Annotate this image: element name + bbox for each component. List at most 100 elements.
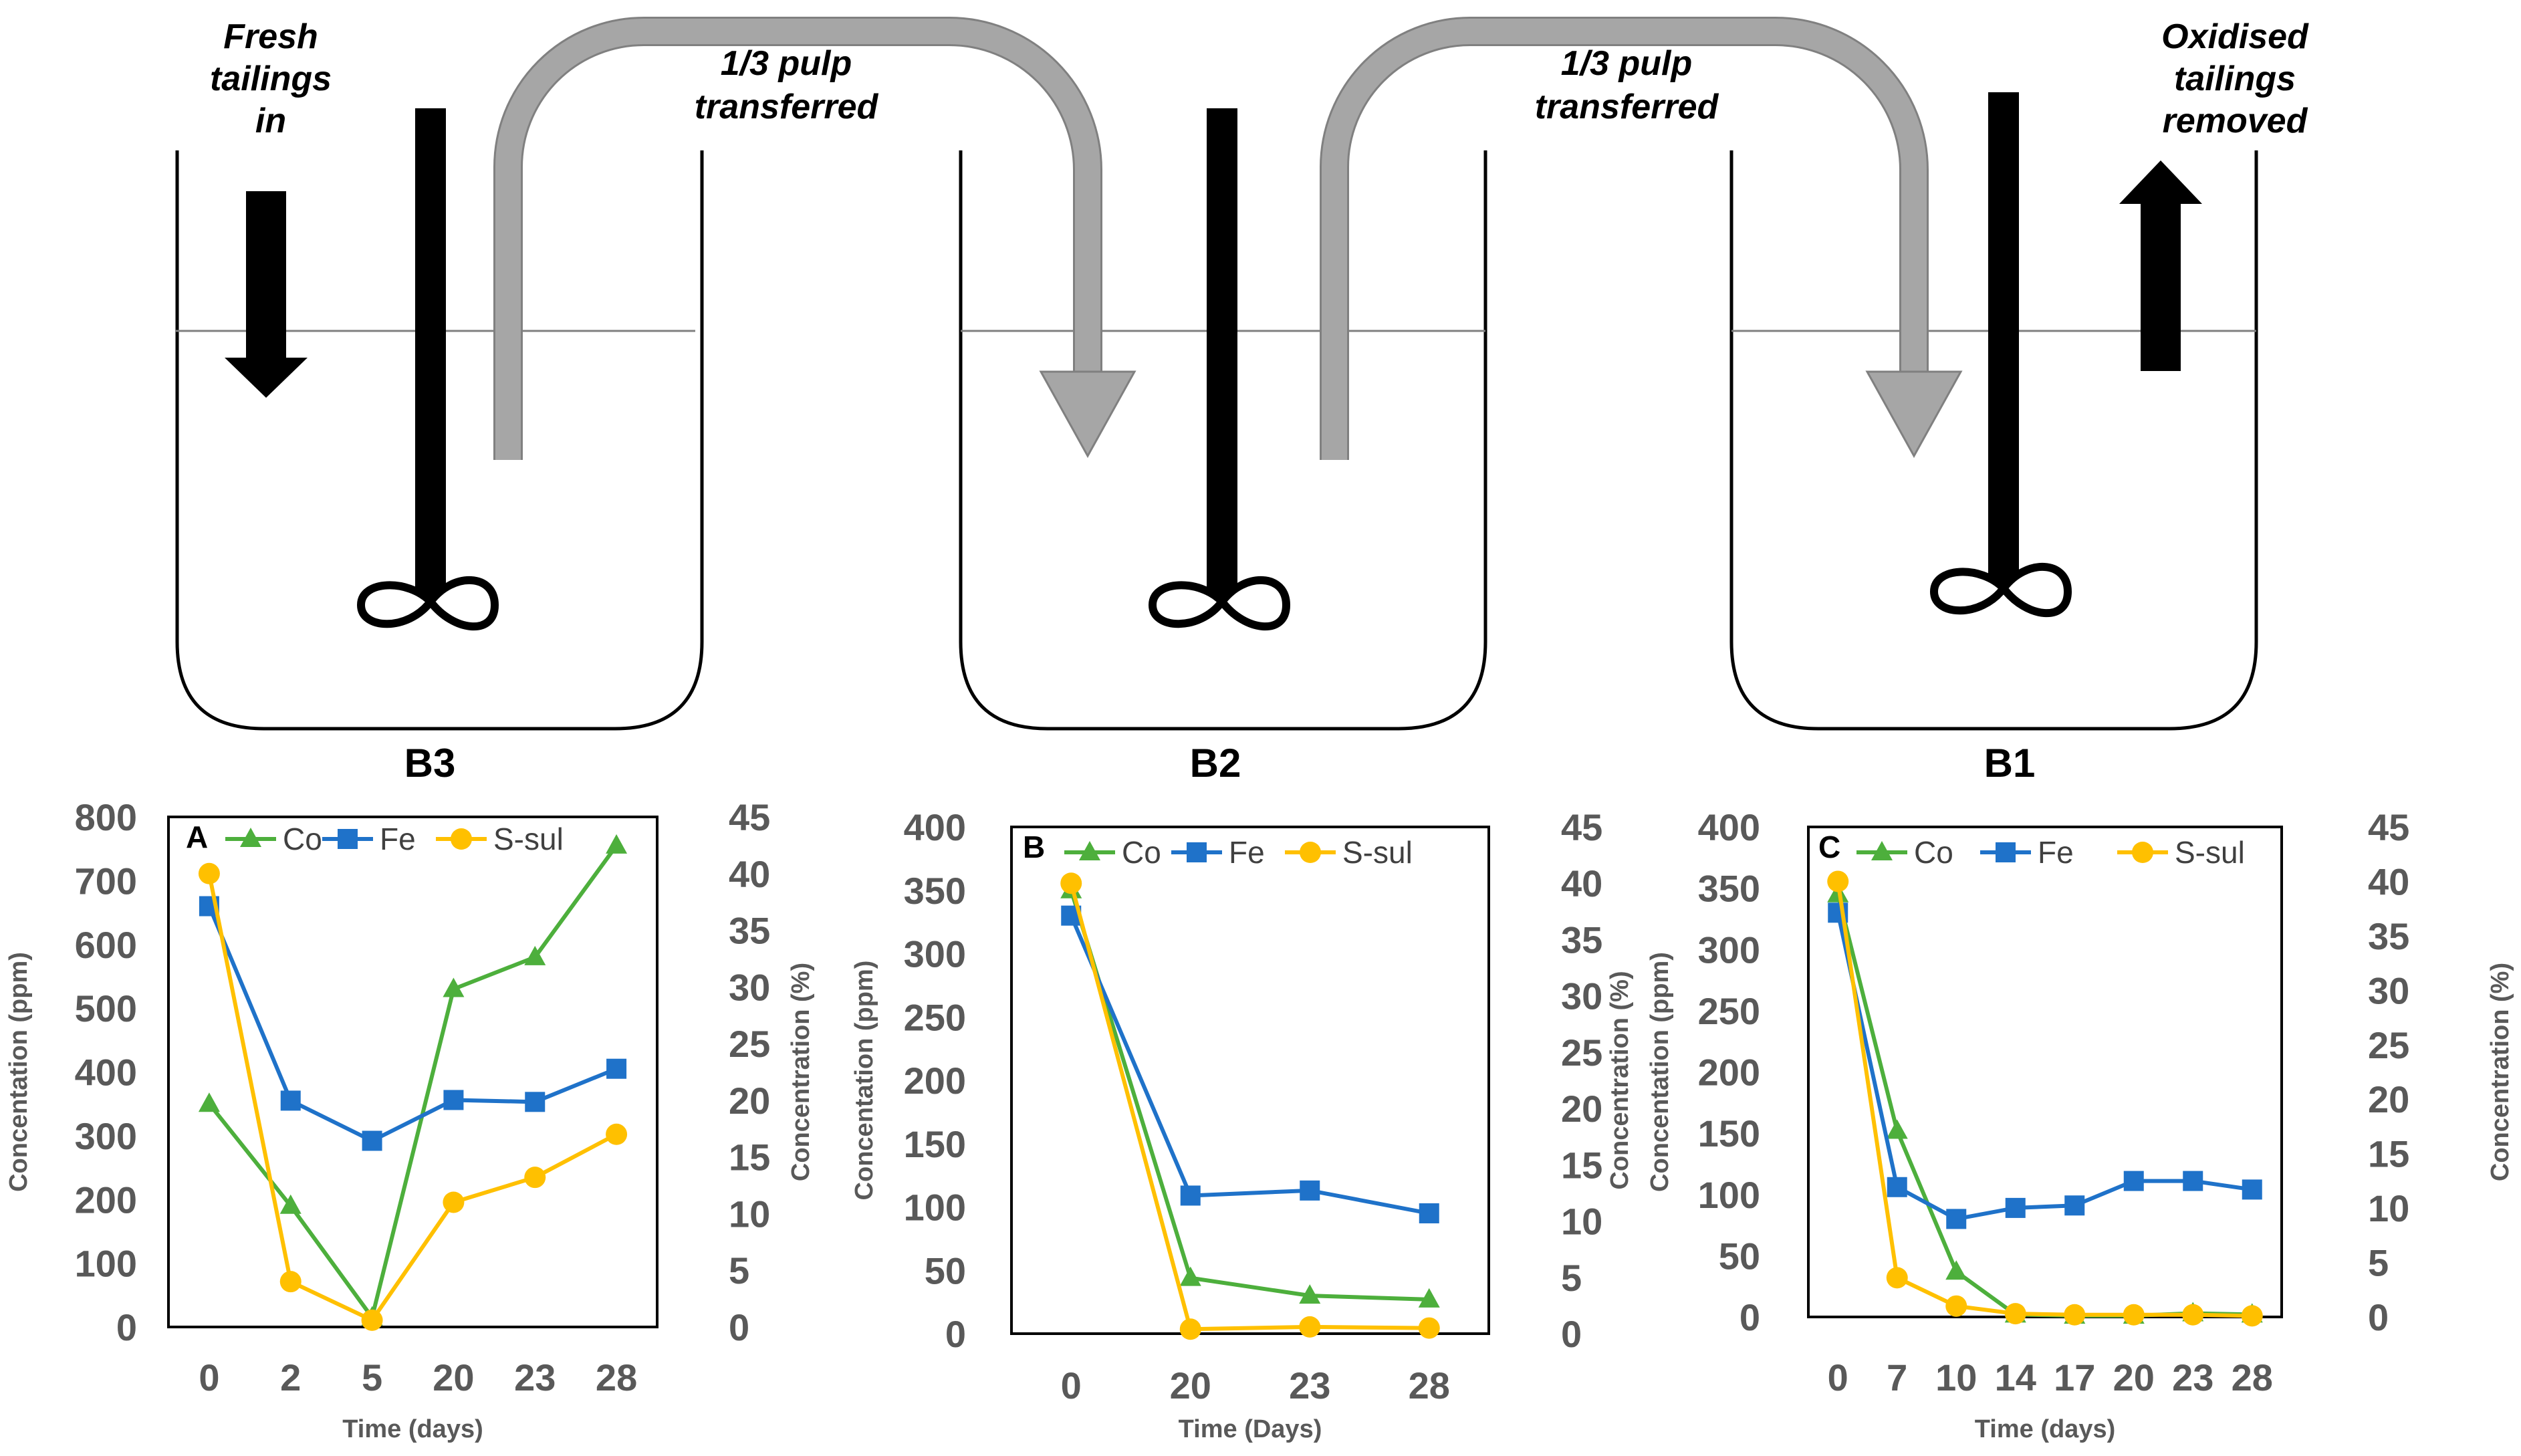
legend-marker (1871, 841, 1893, 860)
y2-axis-label: Concentration (%) (1606, 971, 1634, 1189)
y-axis-label: Concentation (ppm) (5, 952, 33, 1192)
y2-tick-label: 15 (1561, 1144, 1602, 1186)
chart-panel-c: C050100150200250300350400051015202530354… (1646, 806, 2514, 1443)
x-tick-label: 7 (1887, 1356, 1907, 1399)
y-tick-label: 500 (75, 987, 137, 1029)
series-line (1836, 881, 2252, 1318)
legend-label: Fe (2038, 835, 2074, 870)
data-point (1418, 1288, 1440, 1308)
x-tick-label: 2 (280, 1356, 301, 1399)
data-point (1887, 1177, 1907, 1197)
data-point (524, 945, 546, 965)
y2-tick-label: 30 (1561, 975, 1602, 1017)
data-point (1299, 1284, 1321, 1304)
y-tick-label: 200 (75, 1179, 137, 1221)
data-point (279, 1271, 302, 1293)
data-point (2064, 1195, 2085, 1216)
y-tick-label: 300 (1698, 929, 1760, 971)
series-fe (1828, 902, 2262, 1229)
x-tick-label: 0 (1828, 1356, 1848, 1399)
y-tick-label: 400 (75, 1052, 137, 1094)
y2-tick-label: 35 (729, 910, 770, 952)
legend-marker (338, 829, 358, 849)
data-point (606, 834, 628, 854)
y-tick-label: 150 (904, 1123, 966, 1165)
data-point (280, 1090, 301, 1111)
y-tick-label: 0 (1739, 1296, 1760, 1338)
data-point (1060, 872, 1082, 894)
plot-frame (1807, 826, 2283, 1318)
x-tick-label: 28 (596, 1356, 637, 1399)
y2-tick-label: 10 (1561, 1201, 1602, 1243)
legend-label: S-sul (1342, 835, 1413, 870)
agitator-b1 (1929, 92, 2072, 618)
data-point (1300, 1180, 1320, 1201)
y-axis-label: Concentation (ppm) (850, 961, 878, 1201)
series-line (1069, 915, 1430, 1215)
y-tick-label: 700 (75, 860, 137, 902)
data-point (1946, 1209, 1967, 1229)
x-tick-label: 10 (1935, 1356, 1977, 1399)
legend-marker (1996, 842, 2016, 862)
y2-tick-label: 10 (729, 1193, 770, 1235)
fresh-tailings-label-line2: tailings (210, 59, 332, 98)
series-line (207, 844, 618, 1320)
legend-label: S-sul (2175, 835, 2245, 870)
y2-tick-label: 35 (1561, 919, 1602, 961)
x-axis-label: Time (days) (342, 1415, 483, 1443)
data-point (198, 862, 220, 884)
data-point (1418, 1317, 1440, 1339)
x-tick-label: 20 (433, 1356, 474, 1399)
data-point (524, 1167, 546, 1189)
legend-entry: Fe (1980, 835, 2074, 870)
legend-label: S-sul (493, 822, 564, 856)
data-point (1179, 1266, 1201, 1286)
data-point (606, 1058, 627, 1079)
y2-tick-label: 15 (729, 1136, 770, 1179)
y-tick-label: 250 (1698, 990, 1760, 1032)
data-point (2183, 1171, 2203, 1191)
plot-frame (1010, 826, 1490, 1335)
y2-tick-label: 20 (1561, 1088, 1602, 1130)
legend-marker (240, 828, 261, 847)
y-tick-label: 50 (1719, 1235, 1760, 1277)
y2-tick-label: 20 (729, 1080, 770, 1122)
fresh-tailings-in-arrow (225, 191, 308, 398)
x-tick-label: 0 (199, 1356, 219, 1399)
y-tick-label: 100 (1698, 1174, 1760, 1216)
legend-label: Co (1914, 835, 1953, 870)
data-point (361, 1309, 383, 1331)
series-co (198, 834, 628, 1326)
series-line (207, 873, 618, 1322)
series-s-sul (1827, 870, 2263, 1327)
data-point (606, 1123, 628, 1145)
y2-tick-label: 25 (729, 1023, 770, 1065)
legend-entry: S-sul (436, 822, 564, 856)
oxidised-tailings-label-line1: Oxidised (2161, 17, 2309, 56)
y-tick-label: 350 (904, 870, 966, 912)
y2-tick-label: 30 (2368, 969, 2409, 1011)
y2-tick-label: 35 (2368, 915, 2409, 957)
transfer-label-1-line2: transferred (695, 88, 879, 126)
data-point (2182, 1304, 2204, 1326)
y-tick-label: 100 (904, 1187, 966, 1229)
y2-tick-label: 20 (2368, 1078, 2409, 1120)
data-point (279, 1194, 302, 1214)
fresh-tailings-label-line3: in (255, 102, 286, 140)
y-tick-label: 150 (1698, 1112, 1760, 1155)
data-point (2123, 1171, 2144, 1191)
x-tick-label: 0 (1061, 1364, 1082, 1407)
series-line (1069, 889, 1429, 1302)
y-tick-label: 50 (925, 1249, 966, 1292)
chart-panel-b: B050100150200250300350400051015202530354… (850, 806, 1634, 1443)
plot-frame (167, 816, 658, 1328)
x-tick-label: 20 (2113, 1356, 2155, 1399)
legend-label: Fe (380, 822, 416, 856)
data-point (443, 977, 465, 997)
y2-tick-label: 45 (1561, 806, 1602, 848)
y2-tick-label: 0 (729, 1306, 749, 1348)
y2-tick-label: 30 (729, 966, 770, 1008)
data-point (443, 1191, 465, 1213)
series-fe (199, 896, 627, 1151)
